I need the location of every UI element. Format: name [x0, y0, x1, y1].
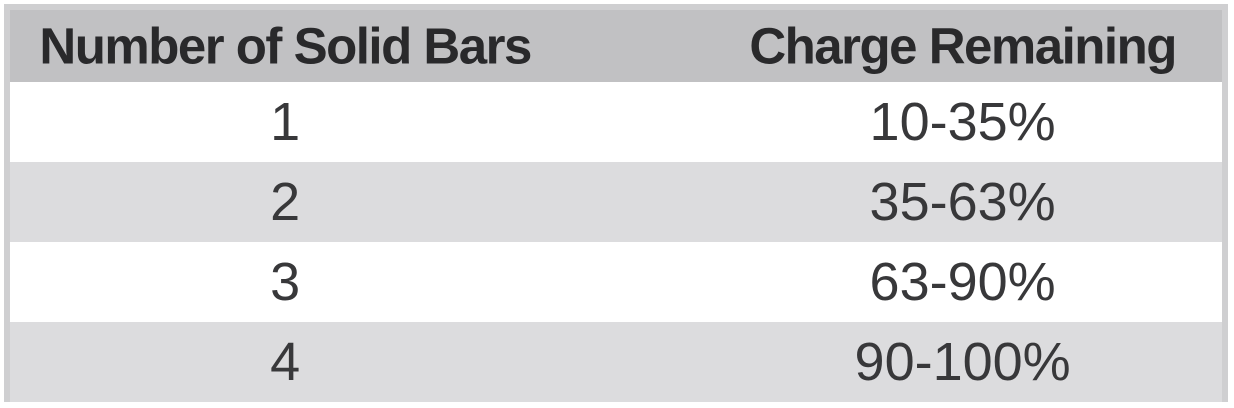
- column-header-bars: Number of Solid Bars: [39, 17, 532, 75]
- charge-cell: 63-90%: [869, 252, 1056, 312]
- battery-charge-table: Number of Solid Bars Charge Remaining 1 …: [4, 4, 1228, 402]
- table-row: 1 10-35%: [10, 82, 1222, 162]
- bars-cell: 1: [270, 92, 301, 152]
- table-header-row: Number of Solid Bars Charge Remaining: [10, 10, 1222, 82]
- bars-cell: 4: [270, 332, 301, 392]
- charge-cell: 90-100%: [854, 332, 1071, 392]
- charge-cell: 10-35%: [869, 92, 1056, 152]
- charge-cell: 35-63%: [869, 172, 1056, 232]
- bars-cell: 3: [270, 252, 301, 312]
- table-row: 4 90-100%: [10, 322, 1222, 402]
- column-header-charge: Charge Remaining: [749, 17, 1177, 75]
- table-row: 3 63-90%: [10, 242, 1222, 322]
- bars-cell: 2: [270, 172, 301, 232]
- table-row: 2 35-63%: [10, 162, 1222, 242]
